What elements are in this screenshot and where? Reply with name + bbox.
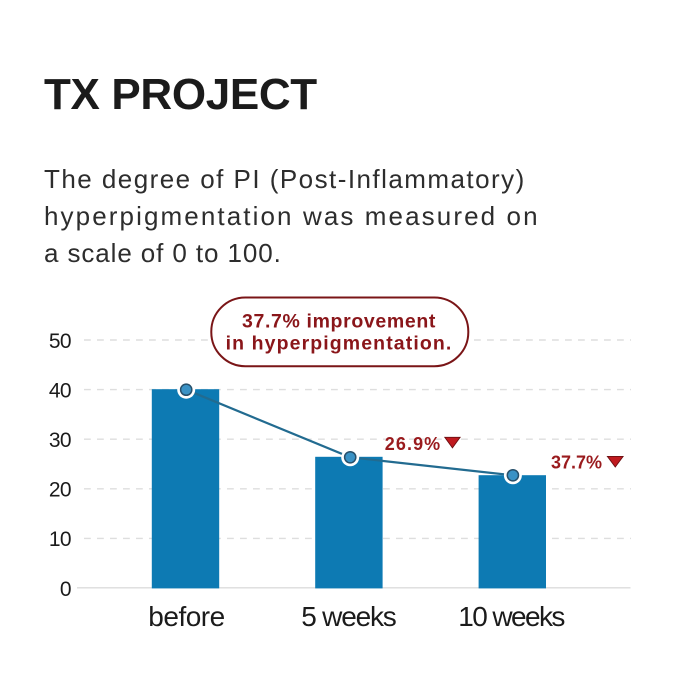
svg-text:0: 0	[60, 578, 71, 601]
svg-text:10: 10	[49, 528, 71, 551]
svg-text:37.7% improvement: 37.7% improvement	[242, 311, 436, 333]
svg-text:5 weeks: 5 weeks	[301, 601, 396, 632]
svg-text:50: 50	[49, 330, 71, 353]
svg-text:30: 30	[49, 429, 71, 452]
svg-text:26.9%: 26.9%	[385, 434, 442, 454]
svg-text:10 weeks: 10 weeks	[458, 601, 564, 632]
svg-text:20: 20	[49, 479, 71, 502]
svg-text:37.7%: 37.7%	[551, 453, 602, 473]
svg-text:in hyperpigmentation.: in hyperpigmentation.	[226, 333, 453, 355]
svg-text:The degree of PI (Post-Inflamm: The degree of PI (Post-Inflammatory)	[44, 164, 526, 194]
svg-text:TX PROJECT: TX PROJECT	[44, 70, 317, 119]
svg-text:before: before	[148, 601, 224, 632]
svg-text:40: 40	[49, 379, 71, 402]
svg-text:hyperpigmentation was measured: hyperpigmentation was measured on	[44, 201, 540, 231]
svg-text:a scale of 0 to 100.: a scale of 0 to 100.	[44, 238, 282, 268]
